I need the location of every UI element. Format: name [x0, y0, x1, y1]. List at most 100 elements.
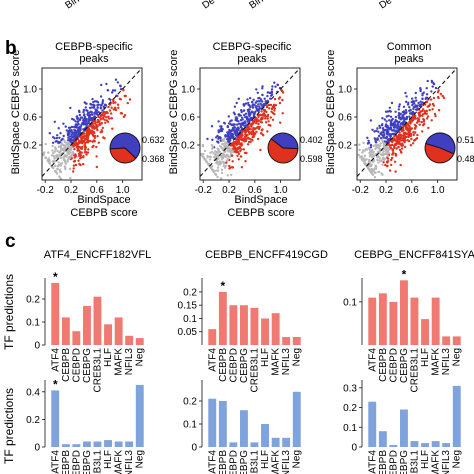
scatter-point [62, 134, 65, 138]
scatter-point [76, 143, 79, 147]
scatter-point [425, 93, 429, 96]
scatter-point [417, 120, 421, 123]
scatter-point [93, 140, 97, 143]
scatter-point [47, 158, 51, 161]
scatter-point [78, 162, 81, 166]
pie-label: 0.632 [142, 135, 165, 145]
scatter-point [89, 102, 92, 106]
scatter-point [219, 177, 223, 180]
scatter-point [80, 139, 84, 142]
scatter-point [73, 159, 77, 163]
scatter-point [242, 103, 245, 106]
scatter-point [281, 112, 284, 115]
bar [218, 291, 227, 345]
scatter-point [56, 134, 59, 137]
scatter-point [87, 133, 90, 137]
scatter-point [85, 129, 88, 132]
scatter-point [215, 136, 218, 139]
scatter-point [386, 110, 390, 113]
scatter-point [280, 89, 284, 93]
scatter-point [87, 148, 90, 151]
scatter-point [219, 154, 223, 158]
scatter-point [60, 143, 64, 146]
scatter-point [408, 132, 411, 135]
scatter-point [53, 120, 56, 124]
scatter-point [399, 163, 402, 167]
scatter-point [240, 110, 243, 114]
scatter-point [439, 92, 442, 96]
scatter-point [102, 136, 105, 139]
scatter-point [58, 168, 62, 171]
scatter-point [378, 126, 382, 129]
scatter-point [79, 135, 83, 139]
bar [378, 431, 387, 447]
x-tick-label: 1.0 [116, 185, 130, 196]
category-label: ATF4 [207, 450, 218, 474]
scatter-point [398, 113, 401, 116]
scatter-point [414, 114, 417, 118]
scatter-point [413, 116, 417, 120]
scatter-point [85, 102, 88, 105]
y-tick-label: 0.6 [23, 113, 37, 124]
scatter-point [96, 106, 99, 109]
category-label: Neg [452, 348, 463, 366]
scatter-point [244, 133, 247, 136]
scatter-point [63, 160, 67, 164]
scatter-point [419, 89, 422, 93]
scatter-point [93, 120, 97, 123]
bar [292, 337, 301, 345]
scatter-point [114, 78, 118, 81]
scatter-point [380, 153, 383, 157]
scatter-point [379, 142, 382, 145]
scatter-point [429, 98, 433, 101]
scatter-point [364, 148, 368, 151]
scatter-point [250, 101, 254, 104]
bar [114, 317, 123, 345]
scatter-point [233, 126, 237, 129]
scatter-point [277, 97, 281, 100]
scatter-point [265, 110, 268, 114]
scatter-point [237, 127, 240, 130]
bar-chart-title: CEBPB_ENCFF419CGD [205, 249, 328, 261]
scatter-point [362, 157, 365, 160]
scatter-point [57, 145, 61, 148]
pie-label: 0.484 [457, 154, 474, 164]
scatter-point [371, 153, 375, 156]
category-label: NFIL3 [281, 348, 292, 376]
scatter-point [421, 130, 424, 133]
scatter-point [273, 113, 276, 116]
scatter-point [78, 154, 81, 157]
scatter-point [226, 157, 230, 161]
scatter-point [374, 144, 377, 147]
scatter-point [59, 132, 62, 135]
scatter-point [51, 141, 55, 144]
scatter-point [411, 142, 415, 145]
plot-frame [41, 67, 143, 181]
scatter-point [383, 118, 386, 121]
y-tick-label: 1.0 [23, 85, 37, 96]
scatter-point [264, 117, 267, 120]
scatter-point [273, 81, 276, 84]
scatter-point [240, 133, 244, 137]
scatter-point [268, 107, 271, 110]
scatter-point [257, 115, 260, 119]
scatter-point [372, 144, 375, 148]
scatter-point [224, 145, 227, 148]
scatter-point [251, 139, 254, 142]
scatter-point [400, 147, 404, 150]
scatter-point [380, 159, 383, 162]
scatter-point [250, 116, 253, 120]
scatter-point [53, 146, 57, 149]
scatter-point [253, 132, 257, 135]
scatter-point [236, 132, 239, 136]
scatter-point [227, 149, 231, 152]
x-tick-label: -0.2 [37, 185, 55, 196]
category-label: Neg [452, 450, 463, 468]
scatter-point [106, 89, 110, 92]
scatter-point [426, 115, 430, 118]
scatter-point [126, 101, 129, 105]
scatter-point [94, 126, 98, 130]
scatter-point [432, 96, 436, 100]
scatter-point [235, 148, 239, 151]
category-label: CREB3L1 [93, 348, 104, 393]
